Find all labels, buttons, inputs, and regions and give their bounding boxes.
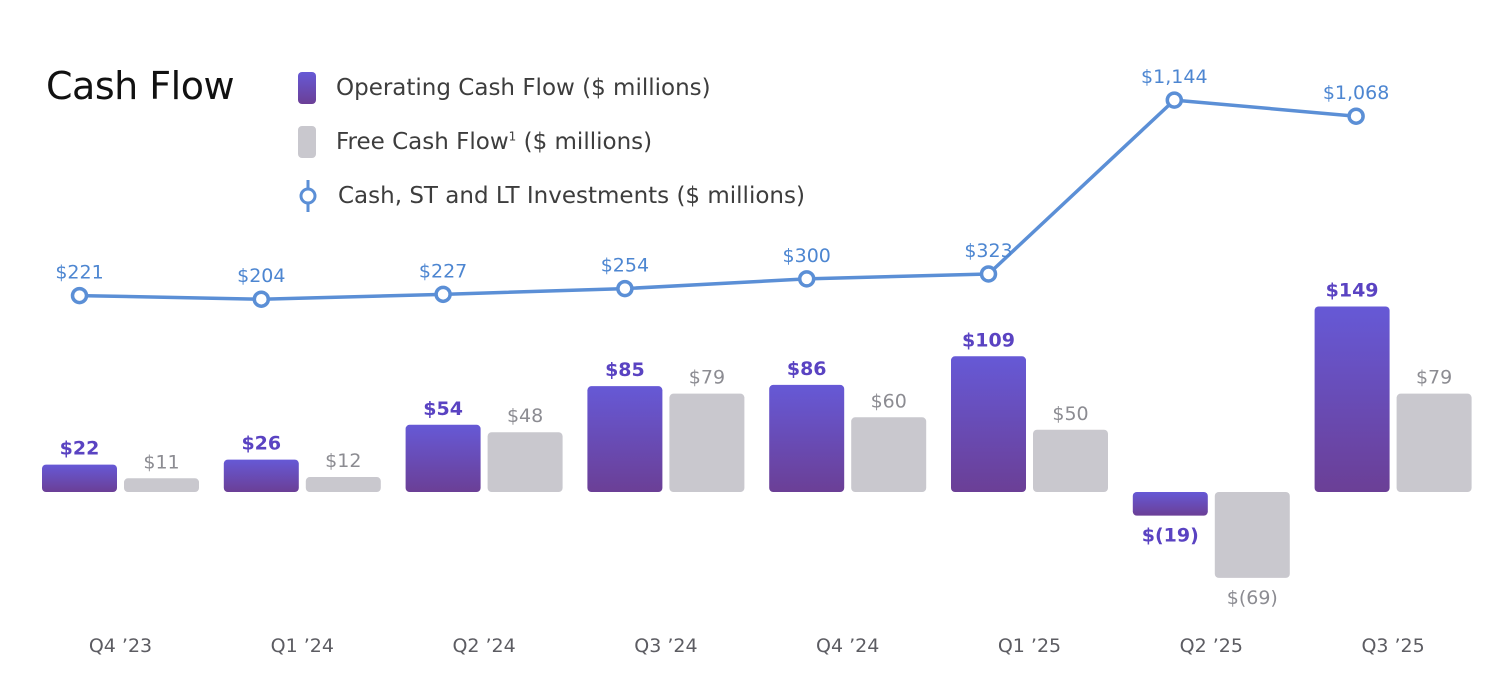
free-cash-label-q1-25: $50 <box>1052 403 1088 425</box>
free-cash-bar-q3-24 <box>669 393 745 492</box>
cash-investments-point-q4-23 <box>70 286 89 305</box>
cash-investments-label-q3-25: $1,068 <box>1323 82 1389 104</box>
operating-label-q1-25: $109 <box>962 329 1015 351</box>
x-tick-q2-25: Q2 ’25 <box>1180 635 1243 657</box>
line-marker-swatch-icon <box>299 180 317 212</box>
cash-investments-point-q2-25 <box>1165 91 1184 109</box>
x-tick-q3-25: Q3 ’25 <box>1361 635 1424 657</box>
legend-label-free-cash-flow: Free Cash Flow1 ($ millions) <box>336 129 652 155</box>
free-cash-bar-q1-24 <box>305 477 381 492</box>
operating-bar-q4-24 <box>769 384 845 492</box>
operating-bar-q1-25 <box>951 356 1026 492</box>
cash-investments-point-q3-25 <box>1347 107 1365 125</box>
free-cash-label-q4-24: $60 <box>871 390 907 412</box>
operating-bar-q4-23 <box>42 464 117 492</box>
free-cash-label-q2-24: $48 <box>507 405 543 427</box>
free-cash-label-q3-25: $79 <box>1416 367 1452 389</box>
operating-label-q1-24: $26 <box>241 433 281 455</box>
x-tick-q4-24: Q4 ’24 <box>816 635 879 657</box>
legend-label-free-cash-flow-main: Free Cash Flow <box>336 129 509 155</box>
legend-item-cash-investments: Cash, ST and LT Investments ($ millions) <box>298 178 805 214</box>
cash-investments-point-q1-24 <box>252 290 271 308</box>
x-tick-q3-24: Q3 ’24 <box>634 635 697 657</box>
legend-item-operating-cash-flow: Operating Cash Flow ($ millions) <box>298 72 711 104</box>
x-tick-q1-24: Q1 ’24 <box>271 635 334 657</box>
free-cash-label-q2-25: $(69) <box>1227 587 1278 609</box>
free-cash-label-q3-24: $79 <box>689 367 725 389</box>
free-cash-bar-q4-23 <box>124 478 199 492</box>
cash-investments-point-q4-24 <box>797 270 816 288</box>
operating-label-q3-25: $149 <box>1326 279 1379 301</box>
cash-investments-label-q3-24: $254 <box>601 255 649 277</box>
legend-item-free-cash-flow: Free Cash Flow1 ($ millions) <box>298 126 652 158</box>
legend-label-cash-investments: Cash, ST and LT Investments ($ millions) <box>338 183 805 209</box>
legend-label-operating-cash-flow: Operating Cash Flow ($ millions) <box>336 75 711 101</box>
gray-bar-swatch-icon <box>298 126 316 158</box>
operating-bar-q3-25 <box>1314 306 1390 492</box>
cash-investments-label-q2-25: $1,144 <box>1141 66 1207 88</box>
cash-investments-point-q1-25 <box>979 265 998 283</box>
operating-label-q2-25: $(19) <box>1142 525 1199 547</box>
operating-label-q4-23: $22 <box>60 438 100 460</box>
operating-bar-q3-24 <box>587 386 663 492</box>
x-tick-q2-24: Q2 ’24 <box>452 635 515 657</box>
cash-investments-point-q3-24 <box>616 279 634 298</box>
free-cash-bar-q2-25 <box>1214 492 1290 578</box>
cash-investments-label-q4-24: $300 <box>783 245 831 267</box>
operating-bar-q2-24 <box>405 424 481 492</box>
cash-investments-label-q1-25: $323 <box>964 240 1012 262</box>
x-tick-q4-23: Q4 ’23 <box>89 635 152 657</box>
free-cash-label-q4-23: $11 <box>143 451 179 473</box>
cash-investments-label-q2-24: $227 <box>419 260 467 282</box>
cash-investments-label-q4-23: $221 <box>55 262 103 284</box>
purple-bar-swatch-icon <box>298 72 316 104</box>
free-cash-bar-q2-24 <box>487 432 563 492</box>
free-cash-label-q1-24: $12 <box>325 450 361 472</box>
operating-label-q2-24: $54 <box>423 398 463 420</box>
free-cash-bar-q3-25 <box>1396 393 1472 492</box>
x-tick-q1-25: Q1 ’25 <box>998 635 1061 657</box>
cash-investments-label-q1-24: $204 <box>237 265 285 287</box>
operating-bar-q1-24 <box>223 459 299 492</box>
operating-label-q4-24: $86 <box>787 358 827 380</box>
chart-title: Cash Flow <box>46 64 235 108</box>
footnote-marker: 1 <box>508 129 517 144</box>
free-cash-bar-q4-24 <box>851 417 927 492</box>
operating-bar-q2-25 <box>1132 492 1208 516</box>
operating-label-q3-24: $85 <box>605 359 645 381</box>
cash-investments-line <box>79 98 1357 301</box>
legend-label-free-cash-flow-suffix: ($ millions) <box>516 129 653 155</box>
free-cash-bar-q1-25 <box>1033 429 1108 492</box>
cash-investments-point-q2-24 <box>434 285 452 304</box>
